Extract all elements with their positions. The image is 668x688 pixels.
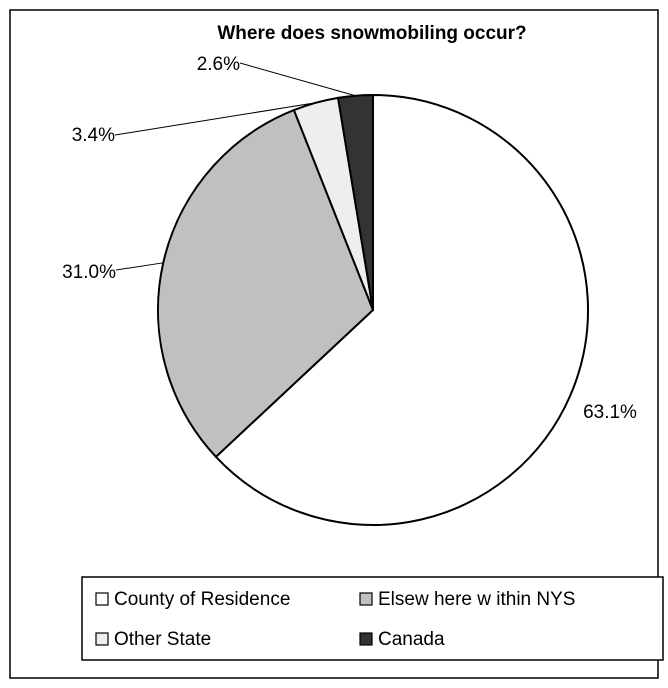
legend-swatch <box>359 632 373 646</box>
leader-line <box>114 102 316 136</box>
data-label: 3.4% <box>72 125 115 146</box>
legend-swatch <box>359 592 373 606</box>
data-label: 31.0% <box>62 262 116 283</box>
legend-entry: County of Residence <box>114 589 290 610</box>
data-labels: 63.1% 31.0% 3.4% 2.6% <box>62 54 637 423</box>
legend-swatch <box>95 632 109 646</box>
legend-box <box>81 576 664 661</box>
pie-slices <box>157 93 589 526</box>
data-label: 63.1% <box>583 402 637 423</box>
chart-title: Where does snowmobiling occur? <box>217 23 526 44</box>
legend-entry: Canada <box>378 629 445 650</box>
pie-slice-elsewhere-within-nys <box>157 108 375 459</box>
pie-slice-canada <box>336 93 374 311</box>
pie-slice-county-of-residence <box>214 93 589 526</box>
legend-entry: Other State <box>114 629 211 650</box>
legend-entry: Elsew here w ithin NYS <box>378 589 575 610</box>
leader-line <box>239 62 356 97</box>
legend: County of Residence Elsew here w ithin NY… <box>81 576 664 661</box>
legend-swatch <box>95 592 109 606</box>
leader-line <box>115 262 164 271</box>
data-label: 2.6% <box>197 54 240 75</box>
